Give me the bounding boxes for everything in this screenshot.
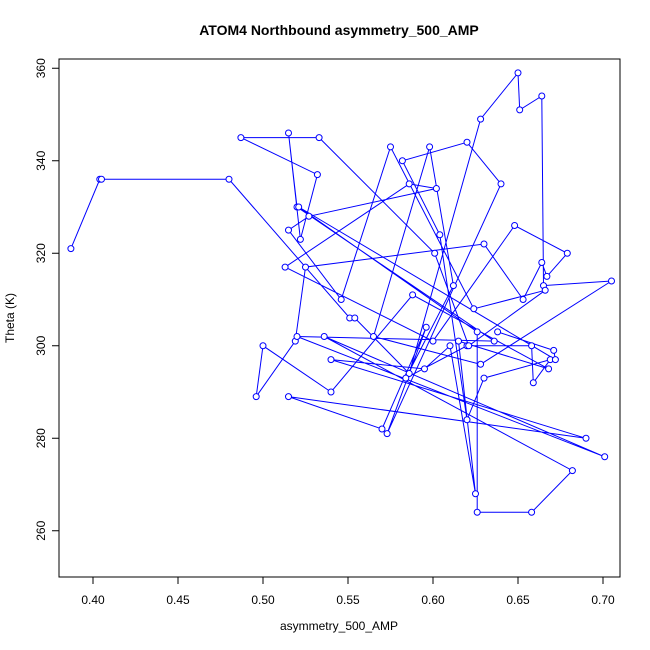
- data-point: [470, 305, 478, 313]
- data-point: [305, 212, 313, 220]
- data-point: [528, 342, 536, 350]
- data-point: [313, 171, 321, 179]
- data-point: [252, 393, 260, 401]
- data-point: [293, 333, 301, 340]
- data-point: [315, 134, 323, 142]
- data-point: [497, 180, 505, 188]
- data-point: [563, 249, 571, 257]
- data-point: [519, 296, 527, 303]
- data-point: [259, 342, 267, 350]
- data-point: [337, 296, 345, 303]
- data-point: [98, 175, 105, 183]
- series-layer: [67, 69, 615, 516]
- data-point: [378, 425, 386, 433]
- data-point: [582, 434, 590, 442]
- data-point: [494, 328, 502, 336]
- y-tick-label: 300: [34, 335, 48, 355]
- data-point: [351, 314, 359, 322]
- y-axis: 260 280 300 320 340 360: [34, 58, 60, 541]
- data-point: [387, 143, 394, 151]
- y-axis-label: Theta (K): [3, 293, 17, 343]
- data-point: [538, 92, 546, 100]
- chart-title: ATOM4 Northbound asymmetry_500_AMP: [199, 22, 479, 38]
- data-point: [370, 333, 377, 340]
- data-point: [327, 388, 335, 396]
- data-point: [436, 231, 444, 239]
- data-point: [473, 508, 481, 516]
- data-point: [529, 379, 537, 387]
- data-point: [511, 222, 519, 229]
- data-point: [426, 143, 434, 151]
- data-point: [405, 180, 413, 188]
- x-axis: 0.40 0.45 0.50 0.55 0.60 0.65 0.70: [81, 576, 615, 607]
- data-point: [490, 337, 498, 345]
- data-point: [225, 175, 233, 183]
- data-point: [405, 370, 413, 377]
- data-point: [545, 365, 553, 373]
- data-point: [285, 226, 292, 234]
- y-tick-label: 360: [34, 58, 48, 78]
- data-point: [463, 138, 471, 146]
- data-point: [67, 245, 75, 253]
- data-point: [477, 360, 485, 368]
- y-tick-label: 260: [34, 520, 48, 540]
- y-tick-label: 320: [34, 243, 48, 263]
- data-point: [431, 249, 439, 257]
- data-point: [295, 203, 303, 211]
- data-point: [601, 453, 609, 461]
- y-tick-label: 280: [34, 428, 48, 448]
- data-point: [285, 129, 292, 137]
- x-tick-label: 0.55: [336, 593, 360, 607]
- data-point: [327, 356, 335, 364]
- data-point: [477, 115, 485, 123]
- data-point: [237, 134, 245, 142]
- data-point: [320, 333, 328, 340]
- x-tick-label: 0.65: [506, 593, 530, 607]
- data-point: [446, 342, 454, 350]
- data-point: [455, 337, 462, 345]
- data-point: [608, 277, 615, 285]
- data-point: [409, 291, 417, 299]
- data-point: [538, 259, 546, 266]
- data-point: [516, 106, 524, 114]
- x-tick-label: 0.50: [251, 593, 275, 607]
- x-axis-label: asymmetry_500_AMP: [280, 619, 398, 633]
- data-point: [402, 374, 410, 382]
- data-point: [281, 263, 289, 271]
- x-tick-label: 0.60: [421, 593, 445, 607]
- data-point: [480, 240, 488, 248]
- data-point: [472, 490, 479, 498]
- data-point: [429, 337, 437, 345]
- data-point: [463, 416, 471, 424]
- data-point: [432, 185, 440, 192]
- data-point: [449, 282, 457, 290]
- data-point: [398, 157, 406, 165]
- data-point: [296, 235, 304, 243]
- data-point: [480, 374, 488, 382]
- data-point: [551, 356, 559, 364]
- data-point: [383, 430, 391, 438]
- y-tick-label: 340: [34, 150, 48, 170]
- data-point: [285, 393, 292, 401]
- data-point: [421, 365, 428, 373]
- data-point: [568, 467, 576, 475]
- x-tick-label: 0.70: [591, 593, 615, 607]
- x-tick-label: 0.45: [166, 593, 190, 607]
- data-point: [465, 342, 473, 350]
- x-tick-label: 0.40: [81, 593, 105, 607]
- data-point: [550, 346, 558, 354]
- data-point: [422, 323, 430, 331]
- data-point: [302, 263, 309, 271]
- data-point: [514, 69, 522, 77]
- data-point: [541, 286, 549, 294]
- data-point: [528, 508, 536, 516]
- data-point: [543, 272, 551, 280]
- data-point: [473, 328, 481, 336]
